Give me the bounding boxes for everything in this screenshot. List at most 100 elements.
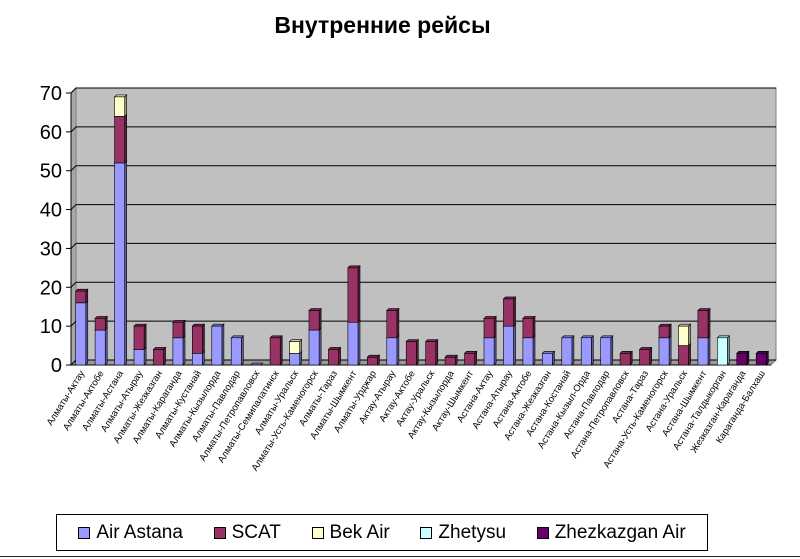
bar-segment-side bbox=[143, 346, 147, 366]
bar-segment-side bbox=[163, 346, 166, 366]
bar-segment bbox=[717, 337, 728, 366]
bar-segment-side bbox=[143, 323, 147, 351]
legend-swatch bbox=[78, 526, 91, 539]
bar-segment bbox=[367, 356, 378, 366]
bar-segment-side bbox=[182, 319, 186, 339]
bar-segment bbox=[658, 337, 670, 366]
bar-segment bbox=[94, 329, 106, 366]
bar-segment bbox=[503, 298, 514, 327]
legend-label: SCAT bbox=[231, 521, 281, 543]
bar-segment-side bbox=[493, 335, 497, 366]
gridline bbox=[70, 281, 776, 288]
bar-segment-side bbox=[727, 335, 730, 366]
bar-segment bbox=[697, 310, 709, 339]
gridline bbox=[70, 204, 776, 210]
legend-swatch bbox=[420, 526, 433, 539]
legend-item: Bek Air bbox=[311, 521, 390, 544]
bar-segment bbox=[561, 337, 573, 366]
y-tick-label: 0 bbox=[51, 355, 62, 377]
bar-segment bbox=[503, 325, 514, 366]
y-tick-label: 10 bbox=[40, 316, 62, 338]
bar-segment bbox=[269, 337, 281, 366]
bar-segment bbox=[308, 329, 320, 366]
bar-segment bbox=[289, 353, 300, 366]
bar-segment bbox=[736, 353, 748, 366]
bar-segment bbox=[153, 349, 164, 366]
bar-segment bbox=[114, 162, 125, 366]
bar-segment bbox=[172, 321, 184, 339]
bar-segment-side bbox=[279, 335, 283, 366]
bar-segment-side bbox=[221, 323, 225, 366]
bar-segment-side bbox=[571, 335, 575, 366]
bar-segment bbox=[192, 353, 203, 366]
y-tick-label: 20 bbox=[40, 277, 62, 299]
bar-segment-top bbox=[249, 362, 264, 366]
bar-segment bbox=[133, 325, 145, 350]
bar-segment bbox=[386, 310, 398, 339]
bar-segment-side bbox=[357, 265, 361, 323]
bar-segment-side bbox=[396, 335, 400, 366]
y-tick-label: 70 bbox=[40, 83, 62, 105]
bar-segment bbox=[619, 353, 631, 366]
bar-segment-side bbox=[396, 307, 400, 339]
legend-label: Zhetysu bbox=[438, 521, 507, 543]
bar-segment bbox=[75, 290, 87, 304]
legend-item: Zhetysu bbox=[420, 522, 506, 544]
bar-segment bbox=[347, 267, 359, 323]
bar-segment bbox=[230, 337, 242, 366]
legend-item: Air Astana bbox=[78, 522, 183, 544]
legend-swatch bbox=[213, 526, 226, 539]
y-tick-label: 40 bbox=[40, 200, 62, 222]
gridline bbox=[70, 165, 776, 172]
bar-segment bbox=[697, 337, 709, 366]
legend: Air Astana SCAT Bek Air Zhetysu Zhezkazgan A… bbox=[56, 514, 708, 551]
bar-segment-side bbox=[318, 327, 322, 366]
bar-segment-side bbox=[85, 300, 89, 366]
bar-segment bbox=[347, 321, 359, 366]
legend-label: Air Astana bbox=[96, 521, 183, 543]
legend-item: SCAT bbox=[213, 521, 281, 544]
bar-segment bbox=[289, 341, 300, 354]
bar-segment-side bbox=[649, 346, 652, 366]
bar-segment bbox=[678, 345, 689, 366]
bar-segment bbox=[114, 116, 125, 164]
bar-segment-side bbox=[318, 307, 322, 331]
bar-segment-side bbox=[202, 323, 205, 355]
bar-segment bbox=[386, 337, 398, 366]
gridline bbox=[70, 242, 776, 249]
y-tick-label: 60 bbox=[40, 122, 62, 144]
bar-segment bbox=[308, 310, 320, 331]
bar-segment bbox=[172, 337, 184, 366]
bar-segment-side bbox=[357, 319, 361, 366]
bar-segment bbox=[522, 318, 534, 339]
bar-segment-top bbox=[113, 94, 128, 98]
y-tick-label: 30 bbox=[40, 238, 62, 260]
bar-segment-side bbox=[493, 315, 497, 339]
y-tick-label: 50 bbox=[40, 161, 62, 183]
bar-segment-side bbox=[435, 338, 439, 366]
bar-segment bbox=[464, 353, 475, 366]
legend-swatch bbox=[311, 526, 324, 539]
legend-label: Zhezkazgan Air bbox=[554, 521, 686, 543]
bar-segment bbox=[639, 349, 650, 366]
legend-item: Zhezkazgan Air bbox=[536, 521, 686, 544]
bar-segment bbox=[483, 337, 495, 366]
bar-segment bbox=[580, 337, 592, 366]
bar-segment-side bbox=[182, 335, 186, 366]
bar-segment bbox=[114, 96, 125, 117]
plot-back-wall bbox=[75, 87, 777, 361]
bottom-divider bbox=[0, 556, 800, 557]
bar-segment bbox=[94, 318, 106, 331]
legend-swatch bbox=[536, 526, 549, 539]
bar-segment bbox=[133, 349, 145, 366]
bar-segment-side bbox=[416, 338, 419, 366]
chart-title: Внутренние рейсы bbox=[274, 12, 491, 38]
gridline bbox=[70, 87, 776, 94]
gridline bbox=[70, 126, 776, 133]
bar-segment bbox=[444, 356, 456, 366]
legend-label: Bek Air bbox=[329, 521, 390, 543]
bar-segment bbox=[211, 325, 223, 366]
bar-segment bbox=[522, 337, 534, 366]
bar-segment bbox=[483, 318, 495, 339]
bar-segment bbox=[192, 325, 203, 354]
